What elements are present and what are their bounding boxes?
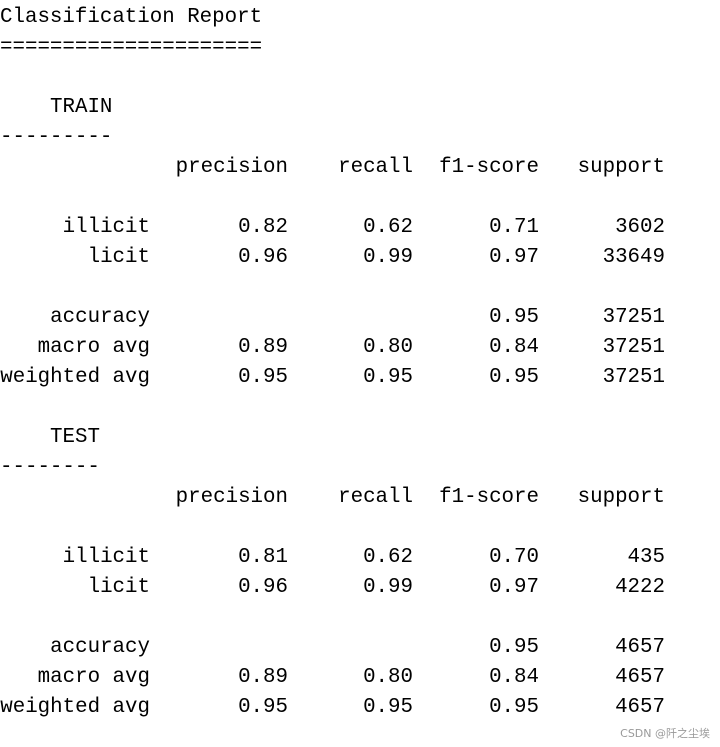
cell-value: 0.97: [489, 576, 539, 599]
cell-value: 3602: [615, 216, 665, 239]
cell-value: 0.62: [363, 216, 413, 239]
cell-value: 0.71: [489, 216, 539, 239]
cell-value: 0.84: [489, 666, 539, 689]
cell-value: 0.95: [238, 696, 288, 719]
row-label: accuracy: [50, 636, 150, 659]
cell-value: 4222: [615, 576, 665, 599]
row-label: licit: [87, 246, 150, 269]
watermark: CSDN @阡之尘埃: [620, 727, 710, 740]
column-header: precision: [175, 486, 288, 509]
row-label: illicit: [62, 546, 150, 569]
section-rule: --------: [0, 456, 100, 479]
row-label: weighted avg: [0, 696, 150, 719]
column-header: precision: [175, 156, 288, 179]
title-rule: =====================: [0, 36, 263, 59]
cell-value: 0.95: [489, 696, 539, 719]
cell-value: 4657: [615, 666, 665, 689]
cell-value: 37251: [602, 306, 665, 329]
cell-value: 0.95: [489, 636, 539, 659]
cell-value: 0.96: [238, 246, 288, 269]
cell-value: 33649: [602, 246, 665, 269]
cell-value: 0.70: [489, 546, 539, 569]
report-title: Classification Report: [0, 6, 263, 29]
row-label: macro avg: [37, 666, 150, 689]
cell-value: 4657: [615, 636, 665, 659]
cell-value: 0.95: [363, 366, 413, 389]
cell-value: 0.81: [238, 546, 288, 569]
section-rule: ---------: [0, 126, 113, 149]
cell-value: 0.62: [363, 546, 413, 569]
cell-value: 435: [627, 546, 665, 569]
cell-value: 4657: [615, 696, 665, 719]
column-header: f1-score: [439, 156, 539, 179]
column-header: recall: [338, 156, 413, 179]
cell-value: 37251: [602, 336, 665, 359]
cell-value: 0.89: [238, 336, 288, 359]
cell-value: 0.80: [363, 666, 413, 689]
cell-value: 0.80: [363, 336, 413, 359]
row-label: licit: [87, 576, 150, 599]
section-name: TRAIN: [50, 96, 113, 119]
cell-value: 0.99: [363, 576, 413, 599]
section-name: TEST: [50, 426, 100, 449]
column-header: f1-score: [439, 486, 539, 509]
column-header: support: [577, 156, 665, 179]
column-header: recall: [338, 486, 413, 509]
cell-value: 0.95: [238, 366, 288, 389]
cell-value: 0.97: [489, 246, 539, 269]
row-label: illicit: [62, 216, 150, 239]
cell-value: 0.82: [238, 216, 288, 239]
cell-value: 0.84: [489, 336, 539, 359]
cell-value: 0.96: [238, 576, 288, 599]
row-label: macro avg: [37, 336, 150, 359]
row-label: accuracy: [50, 306, 150, 329]
cell-value: 0.99: [363, 246, 413, 269]
row-label: weighted avg: [0, 366, 150, 389]
cell-value: 0.89: [238, 666, 288, 689]
cell-value: 0.95: [489, 366, 539, 389]
cell-value: 37251: [602, 366, 665, 389]
cell-value: 0.95: [489, 306, 539, 329]
column-header: support: [577, 486, 665, 509]
cell-value: 0.95: [363, 696, 413, 719]
